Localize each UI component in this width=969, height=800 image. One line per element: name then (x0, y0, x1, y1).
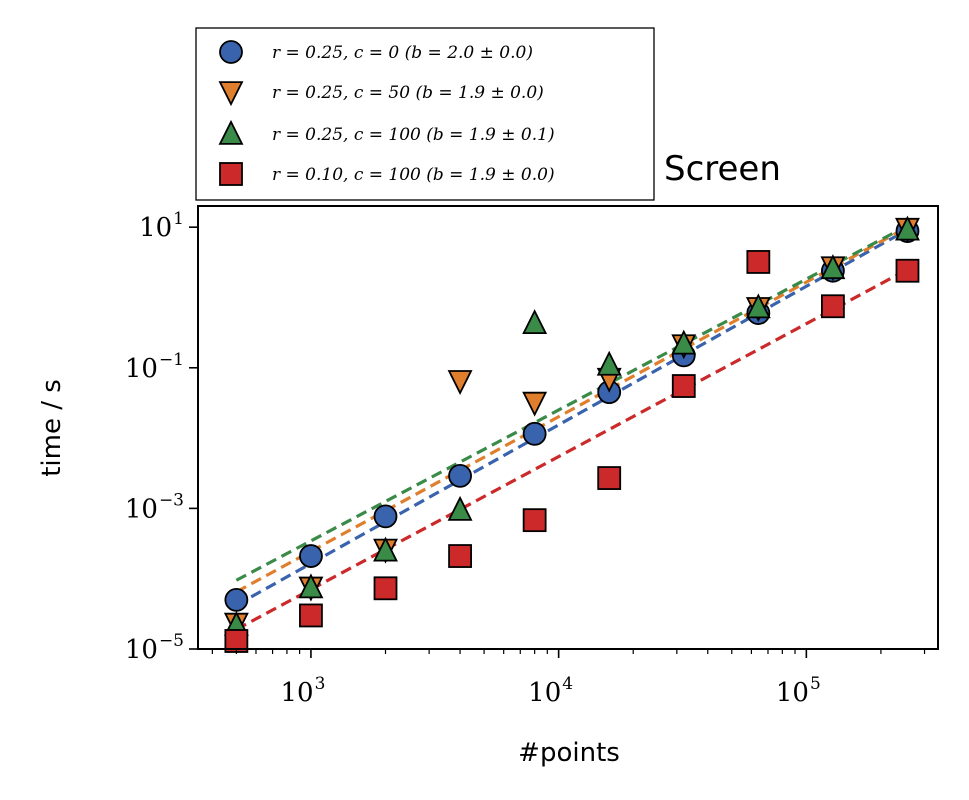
data-point-series-4 (597, 466, 622, 490)
y-tick-label: 10−5 (125, 631, 184, 665)
fit-line-series-3 (235, 224, 909, 582)
data-point-series-4 (671, 374, 696, 398)
data-point-series-4 (895, 258, 920, 283)
x-tick-label: 104 (528, 674, 573, 708)
plot-frame (197, 205, 939, 650)
data-point-series-3 (298, 573, 324, 599)
y-axis-label: time / s (37, 379, 67, 477)
data-point-series-3 (596, 350, 622, 376)
legend: r = 0.25, c = 0 (b = 2.0 ± 0.0) r = 0.25,… (195, 27, 655, 201)
legend-marker-series-4 (219, 162, 243, 186)
data-point-series-2 (447, 370, 473, 396)
data-point-series-1 (448, 463, 472, 488)
data-point-series-4 (522, 508, 547, 533)
fit-line-series-1 (235, 228, 909, 607)
x-tick-label: 105 (776, 674, 821, 708)
x-tick-label: 103 (280, 674, 325, 708)
data-point-series-3 (671, 329, 697, 355)
chart-title: Screen (664, 149, 781, 189)
data-point-series-3 (745, 293, 771, 319)
data-point-series-4 (821, 294, 845, 319)
plot-area: 103 104 105 101 10−1 10−3 10−5 (125, 205, 939, 708)
data-point-series-4 (299, 603, 323, 628)
legend-marker-series-3 (218, 119, 244, 145)
legend-marker-series-2 (218, 81, 244, 107)
data-point-series-4 (746, 250, 771, 274)
fit-line-series-2 (235, 225, 909, 594)
legend-label: r = 0.10, c = 100 (b = 1.9 ± 0.0) (272, 165, 555, 185)
x-axis-label: #points (518, 738, 620, 768)
fit-line-series-4 (235, 268, 909, 631)
data-point-series-4 (373, 576, 398, 601)
data-point-series-3 (895, 215, 920, 241)
y-tick-label: 10−3 (125, 490, 184, 524)
data-point-series-1 (522, 421, 547, 446)
data-point-series-1 (299, 544, 323, 568)
y-tick-label: 101 (139, 209, 184, 243)
data-point-series-3 (820, 254, 846, 280)
data-point-series-1 (373, 504, 398, 529)
data-point-series-3 (522, 309, 548, 335)
legend-label: r = 0.25, c = 100 (b = 1.9 ± 0.1) (272, 125, 555, 145)
data-point-series-2 (522, 391, 548, 417)
y-tick-label: 10−1 (125, 350, 184, 384)
legend-marker-series-1 (219, 40, 243, 64)
data-point-series-1 (224, 587, 249, 612)
data-point-series-3 (447, 495, 473, 521)
data-point-series-3 (373, 536, 398, 562)
legend-label: r = 0.25, c = 0 (b = 2.0 ± 0.0) (272, 43, 533, 63)
legend-frame (195, 27, 655, 201)
legend-label: r = 0.25, c = 50 (b = 1.9 ± 0.0) (272, 83, 544, 103)
data-point-series-4 (448, 544, 472, 568)
